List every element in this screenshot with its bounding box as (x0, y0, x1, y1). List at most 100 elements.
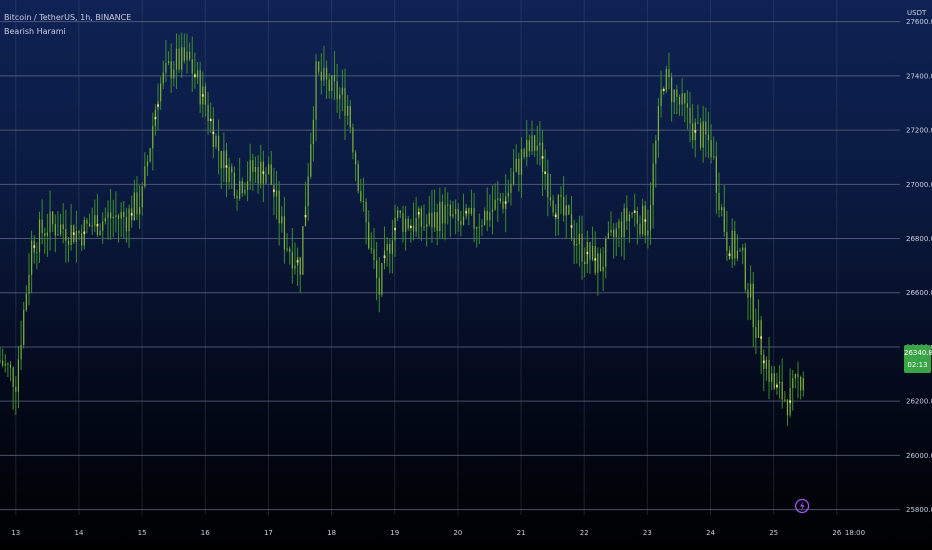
candle-body (613, 229, 615, 238)
candle-body (673, 89, 675, 103)
candle-body (771, 373, 773, 382)
candle-body (676, 89, 678, 97)
candle-body (178, 48, 180, 70)
x-tick-label: 24 (706, 529, 715, 537)
candle-body (702, 121, 704, 148)
symbol-title[interactable]: Bitcoin / TetherUS, 1h, BINANCE (4, 13, 132, 22)
candle-body (233, 172, 235, 196)
candle-body (692, 123, 694, 141)
candle-body (173, 69, 175, 79)
candle-body (46, 232, 49, 236)
candle-body (489, 211, 491, 221)
harami-marker (296, 260, 299, 263)
candle-body (668, 68, 670, 78)
candle-body (502, 201, 504, 209)
candle-body (170, 61, 172, 79)
candle-body (357, 164, 359, 192)
candle-body (215, 135, 217, 147)
candle-body (278, 190, 280, 224)
candle-body (397, 210, 399, 218)
y-tick-label: 27000.00 (906, 181, 932, 189)
candle-body (670, 77, 673, 103)
candle-body (792, 378, 794, 389)
candle-body (336, 81, 338, 100)
candle-body (547, 173, 549, 198)
candle-body (449, 204, 451, 217)
bar-countdown: 02:13 (907, 361, 928, 369)
candle-body (457, 209, 459, 221)
candle-body (391, 240, 394, 254)
harami-marker (594, 258, 597, 261)
candle-body (365, 201, 367, 223)
candle-body (162, 72, 164, 84)
candle-body (423, 226, 425, 228)
harami-marker (130, 213, 133, 216)
candle-body (315, 61, 317, 120)
y-tick-label: 26800.00 (906, 235, 932, 243)
candle-body (452, 214, 454, 217)
candle-body (102, 221, 104, 231)
candle-body (597, 253, 599, 273)
candle-body (404, 218, 407, 233)
candle-body (684, 93, 686, 104)
candle-body (784, 399, 786, 401)
x-tick-label: 25 (769, 529, 778, 537)
lightning-icon[interactable] (794, 498, 810, 514)
candle-body (426, 224, 428, 227)
candle-body (642, 205, 644, 235)
candle-body (149, 148, 151, 162)
candle-body (515, 158, 517, 172)
harami-marker (225, 165, 228, 168)
candle-body (181, 47, 183, 70)
candle-body (75, 231, 77, 243)
candle-body (41, 219, 43, 234)
candle-body (133, 192, 135, 221)
candle-body (270, 164, 272, 185)
candle-body (431, 212, 433, 228)
candle-body (307, 176, 309, 207)
candle-body (302, 226, 304, 275)
harami-marker (554, 214, 557, 218)
candle-body (589, 242, 591, 260)
candle-body (460, 220, 462, 225)
harami-marker (72, 232, 75, 235)
candle-body (773, 373, 775, 389)
last-price-badge: 26340.88 02:13 (904, 345, 932, 373)
candle-body (628, 214, 631, 222)
y-tick-label: 26000.00 (906, 452, 932, 460)
candle-body (239, 180, 241, 199)
candle-body (152, 126, 154, 149)
harami-marker (544, 171, 547, 174)
candle-body (647, 230, 649, 236)
candle-body (520, 149, 523, 175)
candle-body (2, 360, 4, 366)
candle-body (110, 212, 112, 219)
candle-body (742, 247, 744, 251)
candle-body (723, 207, 725, 233)
candle-body (455, 209, 457, 215)
candle-body (626, 208, 628, 222)
candle-body (88, 223, 91, 227)
harami-marker (694, 130, 697, 133)
indicator-label[interactable]: Bearish Harami (4, 27, 66, 36)
candle-body (167, 61, 170, 64)
candle-body (86, 219, 88, 224)
x-tick-label: 13 (11, 529, 20, 537)
candle-body (339, 94, 341, 100)
x-tick-label: 18 (327, 529, 336, 537)
harami-marker (83, 231, 86, 234)
candle-body (436, 212, 438, 232)
candle-body (652, 163, 654, 205)
candle-body (244, 189, 246, 194)
candle-body (531, 135, 533, 152)
candle-body (370, 248, 372, 250)
candle-body (220, 150, 222, 169)
harami-marker (193, 74, 196, 77)
candle-body (70, 225, 72, 245)
harami-marker (760, 336, 763, 339)
candle-body (286, 248, 288, 250)
candle-body (38, 219, 41, 253)
harami-marker (541, 156, 544, 159)
